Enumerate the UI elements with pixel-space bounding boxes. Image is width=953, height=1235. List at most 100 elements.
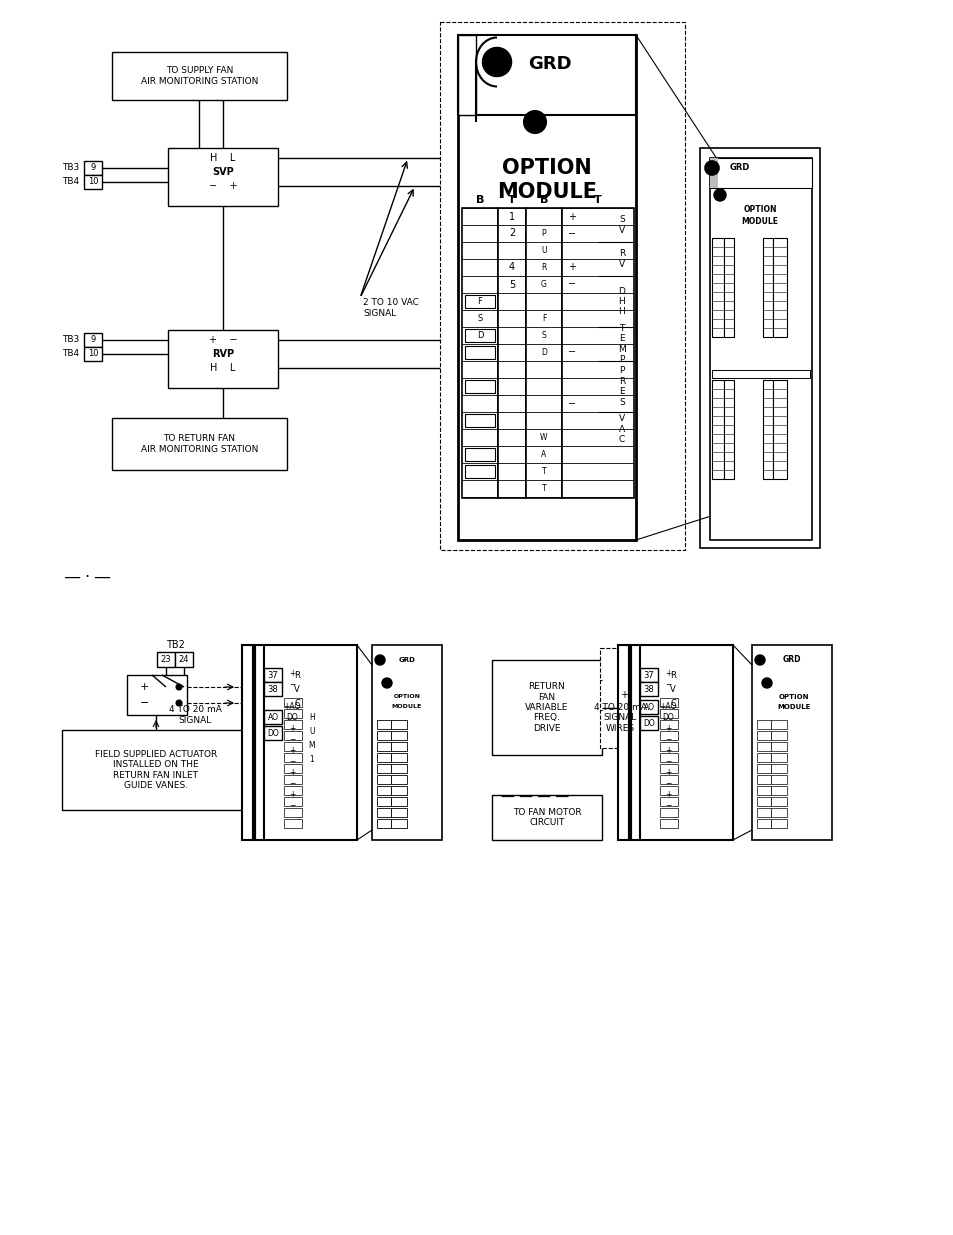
Bar xyxy=(770,742,786,751)
Bar xyxy=(84,347,102,361)
Bar xyxy=(464,295,495,308)
Bar xyxy=(84,333,102,347)
Text: +: + xyxy=(664,790,671,799)
Text: SVP: SVP xyxy=(212,167,233,177)
Bar xyxy=(464,380,495,393)
Bar xyxy=(376,819,391,827)
Text: W: W xyxy=(539,433,547,442)
Text: +: + xyxy=(619,690,627,700)
Text: −: − xyxy=(289,779,294,788)
Bar xyxy=(264,710,282,724)
Text: T
E
M
P: T E M P xyxy=(618,324,625,364)
Bar xyxy=(391,753,407,762)
Bar xyxy=(127,676,187,715)
Text: C: C xyxy=(669,699,676,708)
Text: U: U xyxy=(309,726,314,736)
Bar xyxy=(659,709,678,718)
Text: 23: 23 xyxy=(160,655,172,664)
Circle shape xyxy=(761,678,771,688)
Text: 4: 4 xyxy=(508,263,515,273)
Text: TO FAN MOTOR
CIRCUIT: TO FAN MOTOR CIRCUIT xyxy=(512,808,580,827)
Text: DO: DO xyxy=(661,713,673,722)
Text: +AO: +AO xyxy=(283,701,300,711)
Text: R: R xyxy=(540,263,546,272)
Bar xyxy=(659,797,678,806)
Bar xyxy=(284,698,302,706)
Bar xyxy=(757,764,770,773)
Bar xyxy=(659,776,678,784)
Bar xyxy=(723,238,733,337)
Text: +AO: +AO xyxy=(659,701,676,711)
Circle shape xyxy=(175,700,182,706)
Text: A: A xyxy=(540,450,546,459)
Bar xyxy=(659,753,678,762)
Bar xyxy=(112,52,287,100)
Bar xyxy=(242,645,356,840)
Bar xyxy=(770,720,786,729)
Bar xyxy=(376,764,391,773)
Bar xyxy=(376,753,391,762)
Bar xyxy=(561,207,634,498)
Circle shape xyxy=(482,48,511,77)
Text: U: U xyxy=(540,246,546,254)
Text: +: + xyxy=(289,768,294,777)
Text: 37: 37 xyxy=(643,671,654,679)
Bar xyxy=(711,238,723,337)
Bar xyxy=(284,797,302,806)
Bar xyxy=(770,797,786,806)
Circle shape xyxy=(523,111,545,133)
Text: −: − xyxy=(289,735,294,743)
Bar xyxy=(639,700,658,714)
Bar xyxy=(751,645,831,840)
Text: B: B xyxy=(476,195,484,205)
Bar xyxy=(84,161,102,175)
Text: TB4: TB4 xyxy=(62,178,79,186)
Text: TB3: TB3 xyxy=(62,163,79,173)
Circle shape xyxy=(754,655,764,664)
Text: 1: 1 xyxy=(310,755,314,763)
Text: P
R
E
S: P R E S xyxy=(618,367,624,406)
Bar xyxy=(639,682,658,697)
Bar xyxy=(659,808,678,818)
Bar xyxy=(376,742,391,751)
Circle shape xyxy=(381,678,392,688)
Bar xyxy=(391,819,407,827)
Bar xyxy=(770,819,786,827)
Text: −: − xyxy=(664,757,671,766)
Text: OPTION: OPTION xyxy=(742,205,776,215)
Bar xyxy=(457,35,636,540)
Text: G: G xyxy=(540,280,546,289)
Bar xyxy=(464,414,495,427)
Text: 38: 38 xyxy=(643,684,654,694)
Text: RVP: RVP xyxy=(212,350,233,359)
Bar xyxy=(284,808,302,818)
Bar xyxy=(464,448,495,461)
Bar xyxy=(659,785,678,795)
Text: T: T xyxy=(594,195,601,205)
Bar xyxy=(757,742,770,751)
Text: −: − xyxy=(567,228,576,238)
Circle shape xyxy=(713,189,725,201)
Text: DO: DO xyxy=(267,729,278,737)
Text: 5: 5 xyxy=(508,279,515,289)
Text: 4 TO 20 mA
SIGNAL: 4 TO 20 mA SIGNAL xyxy=(169,705,221,725)
Text: 24: 24 xyxy=(178,655,189,664)
Text: T: T xyxy=(541,484,546,493)
Bar xyxy=(618,645,732,840)
Bar xyxy=(770,808,786,818)
Text: −: − xyxy=(289,802,294,810)
Bar xyxy=(62,730,250,810)
Bar xyxy=(391,720,407,729)
Text: T: T xyxy=(508,195,516,205)
Text: 37: 37 xyxy=(268,671,278,679)
Text: −: − xyxy=(567,279,576,289)
Text: −: − xyxy=(289,680,294,689)
Text: 10: 10 xyxy=(88,178,98,186)
Text: +: + xyxy=(664,768,671,777)
Text: R: R xyxy=(669,671,676,679)
Text: GRD: GRD xyxy=(398,657,415,663)
Bar xyxy=(770,764,786,773)
Bar xyxy=(391,808,407,818)
Text: 9: 9 xyxy=(91,163,95,173)
Text: −: − xyxy=(139,698,149,708)
